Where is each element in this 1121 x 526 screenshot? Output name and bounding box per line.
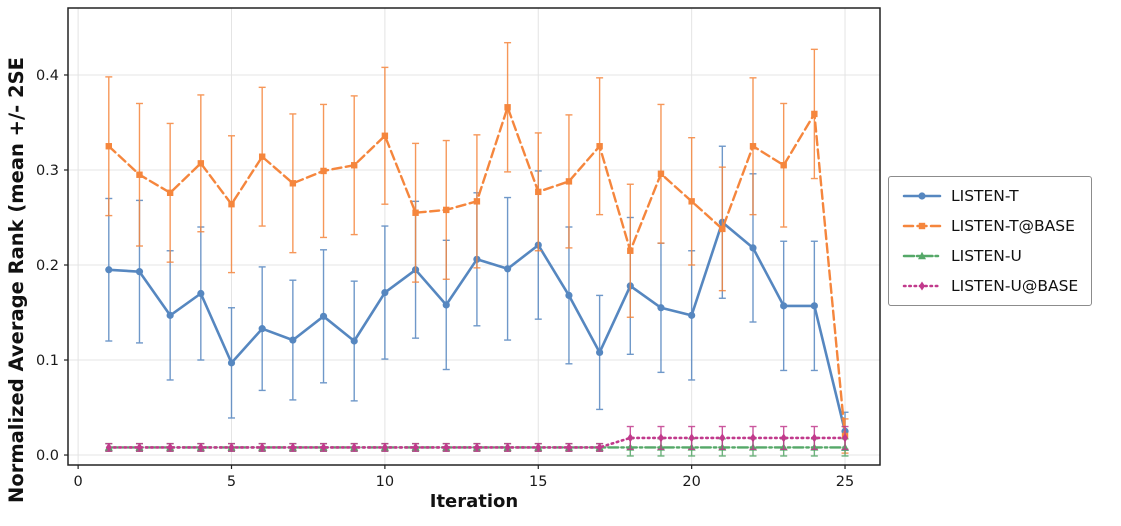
markers-LISTEN-U@BASE bbox=[105, 433, 849, 452]
y-tick-label: 0.3 bbox=[36, 163, 59, 179]
x-tick-label: 5 bbox=[227, 474, 236, 490]
y-tick-label: 0.2 bbox=[36, 258, 59, 274]
legend-item: LISTEN-T bbox=[902, 187, 1078, 205]
legend-sample-square-icon bbox=[902, 222, 942, 230]
legend-item: LISTEN-U bbox=[902, 247, 1078, 265]
legend-label: LISTEN-U@BASE bbox=[951, 277, 1079, 295]
y-tick-label: 0.0 bbox=[36, 448, 59, 464]
plot-border bbox=[67, 7, 881, 466]
x-tick-label: 15 bbox=[529, 474, 547, 490]
legend-item: LISTEN-U@BASE bbox=[902, 277, 1078, 295]
legend-label: LISTEN-U bbox=[951, 247, 1022, 265]
series-LISTEN-U@BASE bbox=[105, 425, 849, 452]
x-tick-label: 25 bbox=[836, 474, 854, 490]
legend-label: LISTEN-T bbox=[951, 187, 1019, 205]
x-axis-label: Iteration bbox=[429, 491, 519, 512]
legend-label: LISTEN-T@BASE bbox=[951, 217, 1075, 235]
legend-sample-circle-icon bbox=[902, 192, 942, 200]
x-tick-label: 10 bbox=[376, 474, 394, 490]
tick-marks bbox=[64, 74, 846, 469]
series-LISTEN-T@BASE bbox=[105, 41, 849, 454]
legend-sample-diamond-icon bbox=[902, 281, 942, 291]
legend-item: LISTEN-T@BASE bbox=[902, 217, 1078, 235]
y-tick-label: 0.1 bbox=[36, 353, 59, 369]
y-axis-label: Normalized Average Rank (mean +/- 2SE bbox=[5, 57, 28, 503]
x-tick-label: 20 bbox=[682, 474, 700, 490]
legend-sample-triangle-icon bbox=[902, 251, 942, 260]
x-tick-label: 0 bbox=[74, 474, 83, 490]
plot-area bbox=[68, 8, 880, 465]
legend: LISTEN-T LISTEN-T@BASE LISTEN-U LISTEN-U@BA… bbox=[888, 176, 1093, 306]
y-tick-label: 0.4 bbox=[36, 68, 59, 84]
